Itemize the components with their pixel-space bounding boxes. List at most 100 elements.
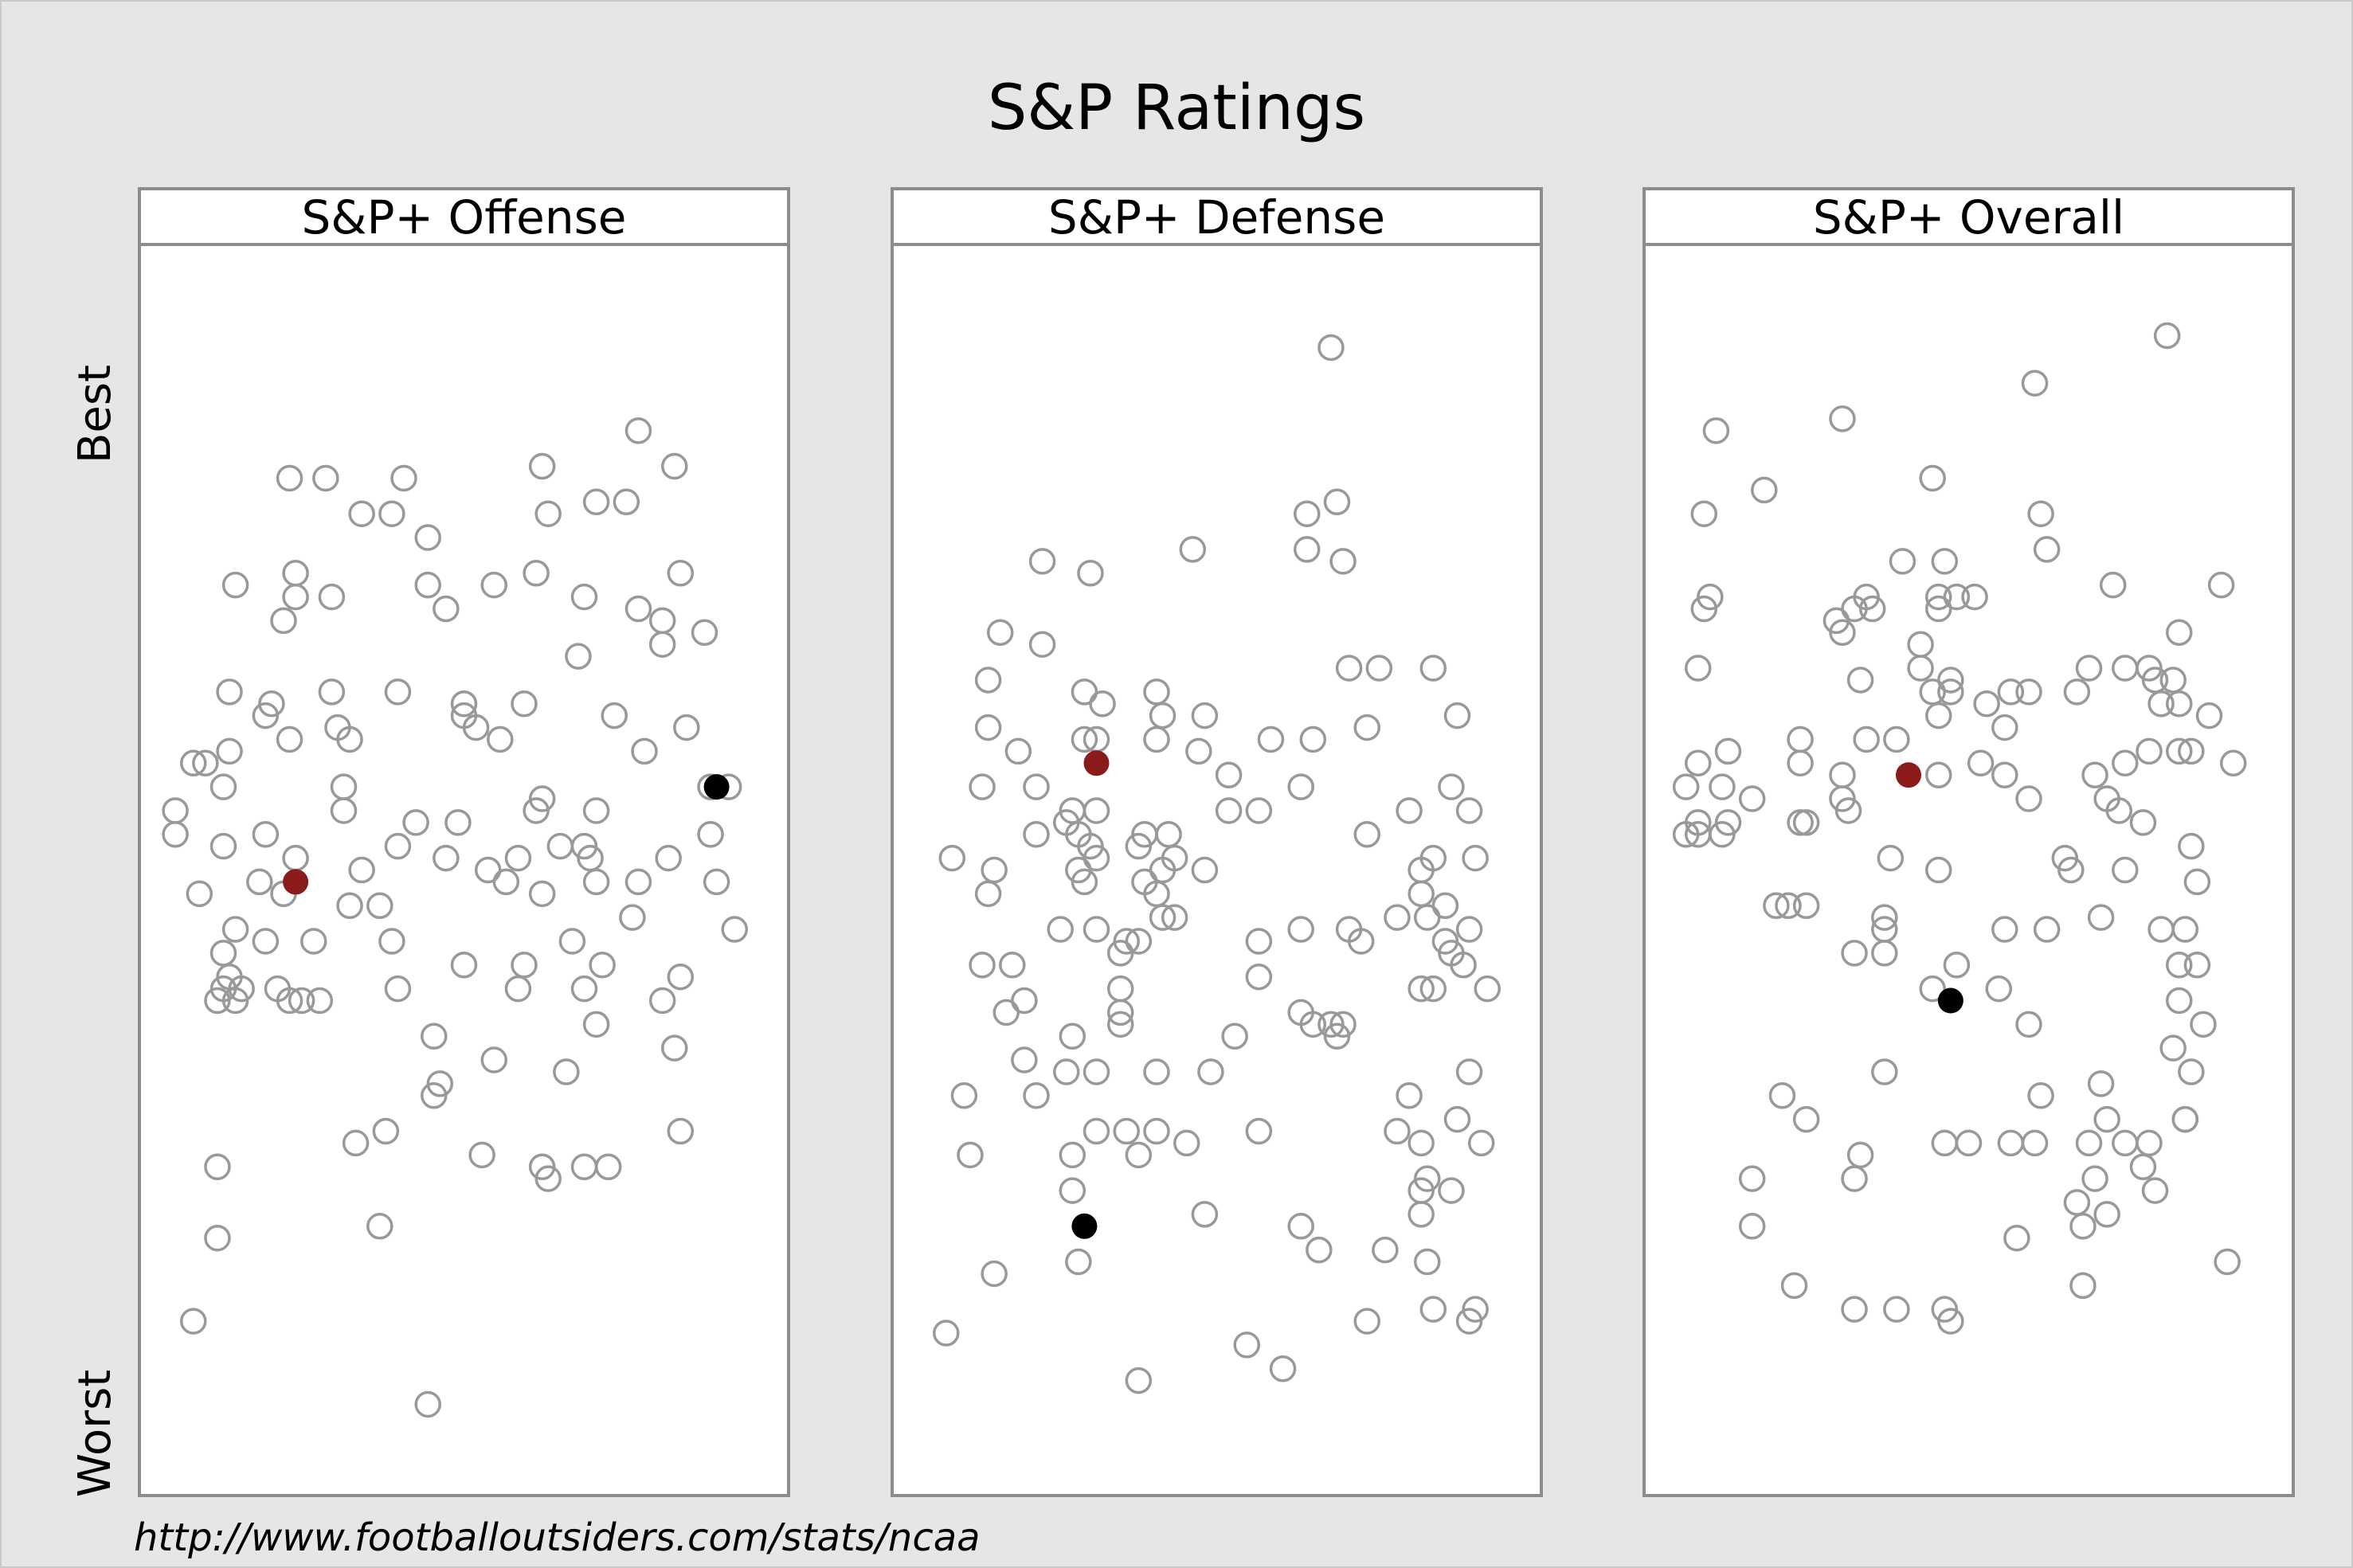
- data-point: [186, 880, 213, 908]
- data-point: [1931, 548, 1959, 575]
- data-point: [462, 714, 490, 741]
- data-point: [1690, 500, 1718, 527]
- data-point: [1173, 1129, 1200, 1157]
- data-point: [1215, 761, 1243, 788]
- data-point: [534, 500, 562, 527]
- data-point: [703, 868, 730, 896]
- data-point: [957, 1141, 984, 1169]
- data-point: [2112, 749, 2139, 777]
- data-point: [697, 821, 724, 848]
- data-point: [342, 1129, 370, 1157]
- data-point: [1083, 844, 1110, 872]
- data-point: [565, 643, 592, 670]
- data-point: [1414, 1248, 1441, 1276]
- data-point: [2033, 916, 2061, 943]
- data-point: [1053, 1058, 1080, 1085]
- data-point: [1925, 702, 1952, 729]
- data-point: [2069, 1213, 2097, 1240]
- data-point: [1419, 1296, 1447, 1323]
- data-point: [366, 1213, 393, 1240]
- data-point: [1829, 619, 1856, 647]
- data-point: [1672, 773, 1700, 800]
- data-point: [180, 749, 207, 777]
- data-point: [1450, 952, 1477, 979]
- data-point: [1702, 417, 1730, 444]
- data-point: [2147, 690, 2175, 718]
- data-point: [1792, 809, 1820, 836]
- data-point: [1071, 868, 1098, 896]
- data-point: [1106, 1011, 1134, 1038]
- data-point: [1125, 1141, 1153, 1169]
- data-point: [1431, 892, 1459, 919]
- data-point: [511, 690, 538, 718]
- data-point: [444, 809, 472, 836]
- data-point: [216, 737, 243, 765]
- data-point: [1467, 1129, 1495, 1157]
- data-point: [1780, 1272, 1808, 1300]
- data-point: [450, 690, 478, 718]
- data-point: [1414, 1165, 1441, 1192]
- data-point: [372, 1117, 400, 1145]
- data-point: [2166, 952, 2193, 979]
- data-point: [1059, 1141, 1086, 1169]
- data-point: [366, 892, 393, 919]
- data-point: [2015, 1011, 2042, 1038]
- data-point: [1143, 1058, 1170, 1085]
- data-point: [1414, 904, 1441, 931]
- data-point: [1853, 725, 1880, 753]
- data-point: [450, 952, 478, 979]
- data-point: [2178, 737, 2205, 765]
- data-point: [1396, 797, 1423, 824]
- data-point: [1889, 548, 1916, 575]
- data-point: [2021, 370, 2049, 397]
- data-point: [691, 619, 718, 647]
- data-point: [1419, 844, 1447, 872]
- y-label-best: Best: [69, 365, 121, 463]
- data-point: [2166, 690, 2193, 718]
- panel-1: S&P+ Offense: [138, 187, 790, 1497]
- data-point: [1353, 821, 1380, 848]
- data-point: [969, 773, 996, 800]
- data-point: [1125, 1367, 1153, 1394]
- data-point: [252, 821, 280, 848]
- data-point: [288, 987, 315, 1015]
- panel-3: S&P+ Overall: [1642, 187, 2295, 1497]
- data-point: [986, 619, 1014, 647]
- data-point: [1877, 844, 1905, 872]
- data-point: [1004, 737, 1032, 765]
- data-point: [1011, 987, 1038, 1015]
- highlight-point-black: [703, 774, 730, 800]
- data-point: [1083, 916, 1110, 943]
- data-point: [969, 952, 996, 979]
- highlight-point-black: [1937, 987, 1963, 1014]
- data-point: [2069, 1272, 2097, 1300]
- data-point: [1083, 1058, 1110, 1085]
- data-point: [504, 975, 532, 1003]
- data-point: [589, 952, 616, 979]
- data-point: [2015, 678, 2042, 706]
- data-point: [384, 975, 412, 1003]
- data-point: [330, 797, 358, 824]
- data-point: [1306, 1236, 1333, 1264]
- data-point: [1943, 583, 1971, 611]
- data-point: [667, 1117, 695, 1145]
- data-point: [318, 678, 346, 706]
- panels-group: S&P+ Offense S&P+ Defense S&P+ Overall: [138, 187, 2295, 1497]
- data-point: [1961, 583, 1988, 611]
- panel-header: [138, 187, 790, 246]
- data-point: [204, 987, 231, 1015]
- data-point: [2099, 571, 2127, 599]
- data-point: [1768, 1082, 1796, 1109]
- data-point: [1353, 1308, 1380, 1335]
- panel-2: S&P+ Defense: [891, 187, 1543, 1497]
- data-point: [601, 702, 628, 729]
- data-point: [624, 417, 652, 444]
- data-point: [1106, 940, 1134, 967]
- data-point: [318, 583, 346, 611]
- data-point: [1407, 1201, 1435, 1228]
- data-point: [276, 725, 303, 753]
- data-point: [2093, 1105, 2120, 1133]
- data-point: [209, 773, 237, 800]
